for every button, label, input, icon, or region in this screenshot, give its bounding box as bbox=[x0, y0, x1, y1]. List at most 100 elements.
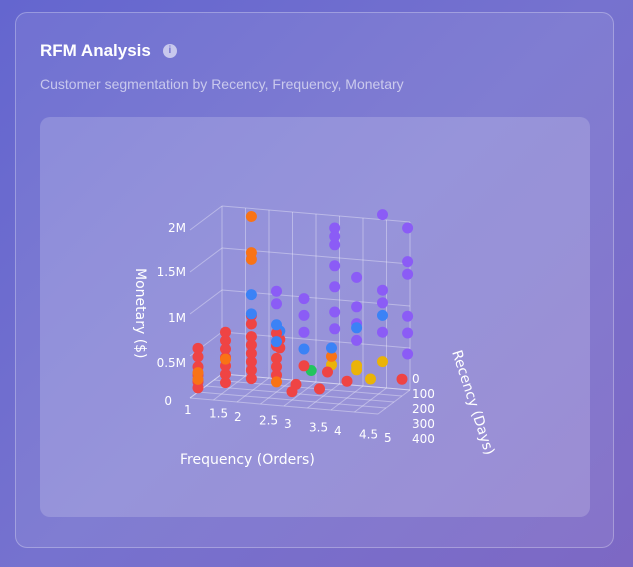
data-point bbox=[377, 356, 388, 368]
chart-panel[interactable]: 1 1.5 2 2.5 3 3.5 4 4.5 5 0 100 200 300 400 0 0.5M 1M 1.5… bbox=[40, 117, 590, 517]
x-tick-label: 1 bbox=[184, 403, 192, 417]
grid-line bbox=[189, 247, 223, 273]
data-point bbox=[245, 339, 257, 351]
data-point bbox=[271, 336, 282, 348]
grid-line bbox=[221, 205, 411, 223]
z-tick-label: 1.5M bbox=[157, 265, 186, 279]
data-point bbox=[329, 222, 341, 234]
data-point bbox=[402, 310, 414, 322]
data-point bbox=[402, 268, 414, 280]
data-point bbox=[402, 348, 414, 360]
data-point bbox=[220, 343, 231, 355]
data-point bbox=[245, 356, 257, 368]
data-point bbox=[351, 334, 363, 346]
data-point bbox=[298, 326, 310, 338]
data-point bbox=[271, 327, 282, 339]
data-point bbox=[329, 306, 341, 318]
x-tick-label: 3.5 bbox=[309, 421, 328, 435]
data-point bbox=[377, 326, 388, 338]
data-point bbox=[220, 377, 231, 389]
grid-line bbox=[260, 379, 293, 405]
data-point bbox=[329, 230, 341, 242]
grid-line bbox=[283, 381, 317, 407]
rfm-card: RFM Analysis i Customer segmentation by … bbox=[15, 12, 614, 548]
data-point bbox=[220, 368, 231, 380]
y-tick-label: 400 bbox=[412, 432, 435, 446]
data-point bbox=[402, 222, 414, 234]
data-point bbox=[271, 285, 282, 297]
grid-line bbox=[307, 383, 340, 409]
z-tick-label: 2M bbox=[168, 221, 186, 235]
data-point bbox=[326, 350, 337, 362]
grid-line bbox=[354, 387, 387, 413]
z-tick-label: 0 bbox=[164, 394, 172, 408]
data-point bbox=[377, 309, 388, 321]
grid-line bbox=[189, 373, 223, 399]
data-point bbox=[396, 373, 408, 385]
data-point bbox=[245, 253, 257, 265]
data-point bbox=[245, 347, 257, 359]
data-point bbox=[402, 256, 414, 268]
data-point bbox=[192, 367, 204, 379]
grid-line bbox=[189, 289, 223, 315]
card-subtitle: Customer segmentation by Recency, Freque… bbox=[40, 76, 404, 92]
data-point bbox=[220, 353, 231, 365]
z-axis-title: Monetary ($) bbox=[132, 268, 148, 359]
data-point bbox=[220, 326, 231, 338]
card-title: RFM Analysis i bbox=[40, 41, 177, 61]
z-tick-label: 0.5M bbox=[157, 356, 186, 370]
x-tick-label: 2.5 bbox=[259, 414, 278, 428]
x-tick-label: 4 bbox=[334, 424, 342, 438]
data-point bbox=[298, 343, 310, 355]
data-point bbox=[245, 364, 257, 376]
data-point bbox=[402, 327, 414, 339]
grid-line bbox=[197, 391, 387, 409]
x-tick-label: 5 bbox=[384, 431, 392, 445]
data-point bbox=[298, 309, 310, 321]
data-point bbox=[192, 342, 204, 354]
data-point bbox=[245, 210, 257, 222]
data-point bbox=[271, 319, 282, 331]
y-tick-label: 0 bbox=[412, 372, 420, 386]
data-point bbox=[341, 375, 353, 387]
data-point bbox=[365, 373, 376, 385]
x-tick-label: 3 bbox=[284, 417, 292, 431]
grid-line bbox=[189, 205, 223, 231]
data-point bbox=[245, 318, 257, 330]
data-point bbox=[329, 281, 341, 293]
y-tick-label: 100 bbox=[412, 387, 435, 401]
data-point bbox=[351, 271, 363, 283]
data-point bbox=[314, 383, 325, 395]
data-point bbox=[351, 364, 363, 376]
data-point bbox=[286, 386, 298, 398]
data-point bbox=[245, 373, 257, 385]
data-point bbox=[245, 289, 257, 301]
data-point bbox=[220, 335, 231, 347]
data-point bbox=[271, 298, 282, 310]
data-point bbox=[351, 301, 363, 313]
grid-line bbox=[213, 375, 246, 401]
y-tick-label: 300 bbox=[412, 417, 435, 431]
x-tick-label: 1.5 bbox=[209, 407, 228, 421]
x-tick-label: 4.5 bbox=[359, 428, 378, 442]
z-tick-label: 1M bbox=[168, 311, 186, 325]
grid-line bbox=[213, 379, 403, 397]
x-tick-label: 2 bbox=[234, 410, 242, 424]
y-tick-label: 200 bbox=[412, 402, 435, 416]
data-point bbox=[271, 361, 282, 373]
data-point bbox=[377, 297, 388, 309]
data-point bbox=[298, 293, 310, 305]
grid-line bbox=[330, 385, 364, 411]
rfm-3d-scatter[interactable]: 1 1.5 2 2.5 3 3.5 4 4.5 5010020030040000.5M1M1.5… bbox=[40, 117, 590, 517]
data-point bbox=[322, 366, 333, 378]
grid-line bbox=[205, 385, 395, 403]
grid-line bbox=[236, 377, 270, 403]
data-point bbox=[271, 352, 282, 364]
info-icon[interactable]: i bbox=[162, 44, 177, 58]
data-point bbox=[192, 351, 204, 363]
data-point bbox=[329, 239, 341, 251]
data-point bbox=[326, 342, 337, 354]
data-point bbox=[377, 284, 388, 296]
data-point bbox=[245, 308, 257, 320]
card-title-text: RFM Analysis bbox=[40, 41, 151, 60]
